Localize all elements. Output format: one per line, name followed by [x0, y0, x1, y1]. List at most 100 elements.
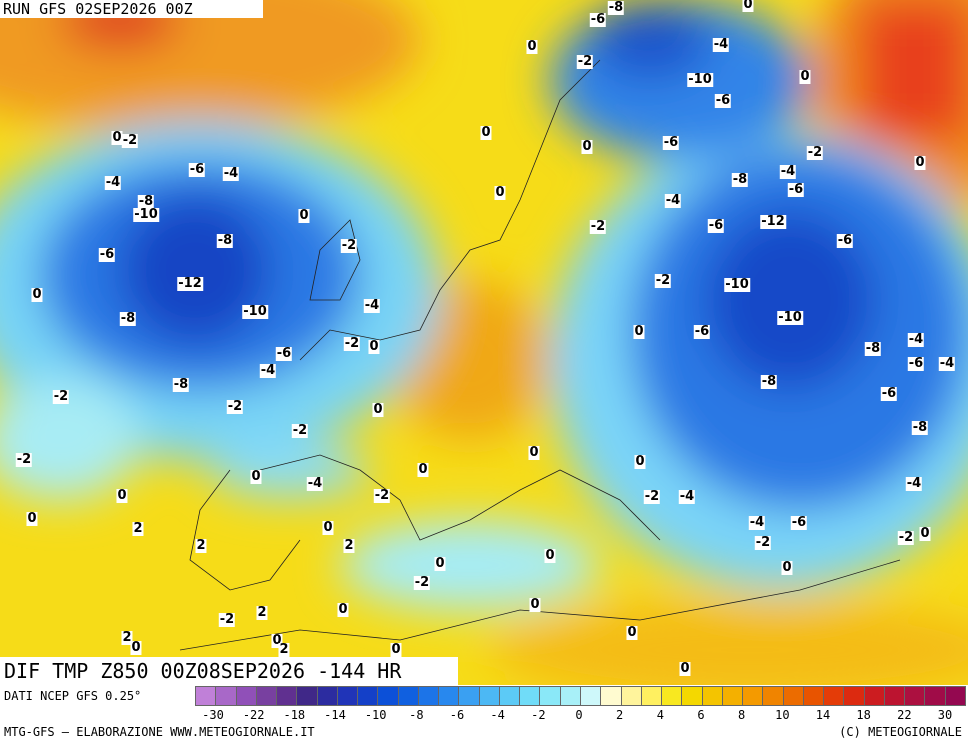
colorbar-tick-label: -8	[409, 708, 424, 722]
colorbar-swatch	[417, 686, 440, 706]
contour-label: -2	[806, 145, 824, 160]
contour-label: -12	[177, 276, 203, 291]
contour-label: -4	[664, 193, 682, 208]
colorbar-tick-label: 22	[897, 708, 912, 722]
contour-label: -4	[748, 515, 766, 530]
contour-label: 2	[121, 630, 133, 645]
contour-label: 0	[742, 0, 754, 12]
colorbar-swatch	[863, 686, 885, 706]
colorbar-swatch	[640, 686, 663, 706]
colorbar-tick-label: -14	[324, 708, 346, 722]
contour-label: 0	[494, 185, 506, 200]
footer-left: MTG-GFS — ELABORAZIONE WWW.METEOGIORNALE…	[4, 725, 315, 739]
colorbar-swatch	[802, 686, 825, 706]
contour-label: 0	[368, 339, 380, 354]
contour-label: 0	[526, 39, 538, 54]
contour-label: -6	[98, 247, 116, 262]
contour-label: -2	[218, 612, 236, 627]
contour-label: -8	[731, 172, 749, 187]
colorbar-swatch	[742, 686, 764, 706]
contour-label: 0	[919, 526, 931, 541]
contour-label: 0	[434, 556, 446, 571]
colorbar-tick-label: 14	[815, 708, 831, 722]
colorbar-swatch	[276, 686, 298, 706]
contour-label: 2	[132, 521, 144, 536]
colorbar-swatch	[924, 686, 946, 706]
contour-label: -4	[905, 476, 923, 491]
contour-label: -2	[643, 489, 661, 504]
contour-label: 0	[679, 661, 691, 676]
contour-label: 0	[372, 402, 384, 417]
colorbar-tick-label: 4	[656, 708, 664, 722]
contour-label: -8	[119, 311, 137, 326]
colorbar-swatch	[397, 686, 419, 706]
colorbar-swatch	[215, 686, 237, 706]
legend: DATI NCEP GFS 0.25° MTG-GFS — ELABORAZIO…	[0, 685, 968, 745]
colorbar-swatch	[823, 686, 845, 706]
map-title: DIF TMP Z850 00Z08SEP2026 -144 HR	[0, 657, 458, 685]
temperature-anomaly-map	[0, 0, 968, 685]
colorbar-swatch	[600, 686, 622, 706]
contour-label: -8	[760, 374, 778, 389]
contour-label: 0	[298, 208, 310, 223]
contour-label: 0	[799, 69, 811, 84]
colorbar-swatch	[357, 686, 379, 706]
contour-label: -6	[707, 218, 725, 233]
contour-label: -6	[880, 386, 898, 401]
contour-label: 0	[634, 454, 646, 469]
contour-label: 2	[278, 642, 290, 657]
contour-label: 0	[528, 445, 540, 460]
contour-label: -2	[589, 219, 607, 234]
contour-label: -4	[779, 164, 797, 179]
contour-label: -4	[678, 489, 696, 504]
contour-label: -2	[576, 54, 594, 69]
colorbar-tick-label: 30	[937, 708, 953, 722]
contour-label: 0	[390, 642, 402, 657]
contour-label: -6	[693, 324, 711, 339]
colorbar-tick-label: -10	[364, 708, 387, 722]
contour-label: 2	[256, 605, 268, 620]
contour-label: -8	[607, 0, 625, 15]
colorbar-swatch	[944, 686, 966, 706]
contour-label: -4	[104, 175, 122, 190]
colorbar-tick-label: 2	[616, 708, 624, 722]
contour-label: -10	[777, 310, 803, 325]
contour-label: -8	[864, 341, 882, 356]
colorbar-swatch	[620, 686, 642, 706]
colorbar-swatch	[336, 686, 359, 706]
contour-label: -2	[373, 488, 391, 503]
contour-label: -2	[121, 133, 139, 148]
contour-label: -6	[589, 12, 607, 27]
contour-label: -2	[754, 535, 772, 550]
contour-label: 0	[271, 633, 283, 648]
contour-label: -2	[226, 399, 244, 414]
colorbar-swatch	[883, 686, 906, 706]
contour-label: -8	[172, 377, 190, 392]
colorbar-swatch	[782, 686, 804, 706]
contour-label: -10	[242, 304, 268, 319]
contour-label: -10	[724, 277, 750, 292]
contour-label: -4	[363, 298, 381, 313]
contour-label: 0	[633, 324, 645, 339]
contour-label: 2	[195, 538, 207, 553]
contour-label: 0	[529, 597, 541, 612]
contour-label: 0	[130, 640, 142, 655]
contour-label: -4	[712, 37, 730, 52]
contour-label: -8	[137, 194, 155, 209]
colorbar-swatch	[661, 686, 683, 706]
colorbar-swatch	[681, 686, 703, 706]
colorbar-swatch	[255, 686, 278, 706]
colorbar-swatch	[721, 686, 744, 706]
contour-label: -2	[52, 389, 70, 404]
footer-right: (C) METEOGIORNALE	[839, 725, 962, 739]
colorbar-tick-label: -30	[202, 708, 224, 722]
contour-label: -2	[343, 336, 361, 351]
colorbar-swatch	[559, 686, 581, 706]
colorbar-swatch	[195, 686, 217, 706]
colorbar-tick-label: -4	[490, 708, 505, 722]
colorbar-tick-label: -2	[531, 708, 546, 722]
contour-label: 0	[914, 155, 926, 170]
contour-label: 0	[781, 560, 793, 575]
contour-label: -4	[259, 363, 277, 378]
colorbar-swatch	[498, 686, 521, 706]
